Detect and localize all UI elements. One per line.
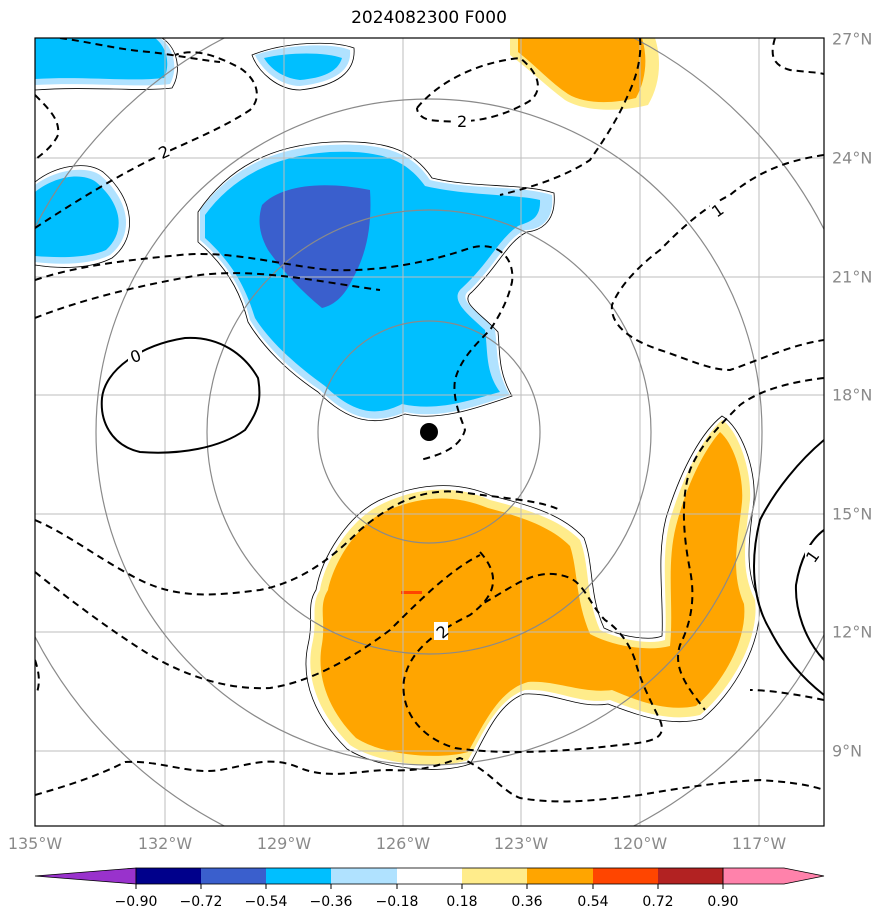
colorbar-swatch-2 xyxy=(201,868,266,884)
colorbar-swatch-9 xyxy=(658,868,723,884)
colorbar-swatch-7 xyxy=(527,868,593,884)
contour-solid-east-inner xyxy=(794,529,824,661)
contour-dashed-right-2 xyxy=(610,154,824,372)
lat-label-27n: 27°N xyxy=(832,29,873,49)
contour-dashed-left-lower xyxy=(35,272,381,319)
contour-label-two-top: 2 xyxy=(457,112,467,131)
plot-frame xyxy=(34,37,825,827)
storm-center-marker xyxy=(420,423,438,441)
colorbar-swatch-4 xyxy=(331,868,397,884)
colorbar-tick-7: 0.36 xyxy=(511,894,543,910)
positive-max-mark xyxy=(401,591,422,594)
dashed-contours xyxy=(35,38,824,803)
contour-dashed-left-upper xyxy=(35,51,258,229)
positive-north xyxy=(518,38,646,103)
colorbar-swatch-6 xyxy=(462,868,527,884)
contour-value-labels: 0 2 2 1 2 1 xyxy=(128,112,823,642)
contour-zero-closed xyxy=(100,336,261,454)
contour-dashed-right-3 xyxy=(677,377,824,711)
lon-label-132w: 132°W xyxy=(137,834,193,853)
outline-nw xyxy=(35,38,178,91)
colorbar-tick-4: −0.36 xyxy=(309,894,353,910)
colorbar-tick-10: 0.90 xyxy=(707,894,739,910)
colorbar-tick-6: 0.18 xyxy=(446,894,478,910)
colorbar-tick-2: −0.72 xyxy=(179,894,223,910)
negative-w xyxy=(35,176,119,258)
negative-anomaly-shading xyxy=(35,38,553,419)
lat-label-24n: 24°N xyxy=(832,148,873,168)
colorbar-tick-5: −0.18 xyxy=(375,894,419,910)
contour-dashed-right-4 xyxy=(749,689,824,701)
range-rings xyxy=(35,38,824,826)
contour-dashed-nw xyxy=(59,38,221,63)
outline-negative-main xyxy=(197,141,555,422)
colorbar-tick-8: 0.54 xyxy=(577,894,609,910)
map-title: 2024082300 F000 xyxy=(351,8,507,28)
lon-label-123w: 123°W xyxy=(493,834,549,853)
colorbar-swatch-8 xyxy=(593,868,658,884)
colorbar-tick-3: −0.54 xyxy=(244,894,288,910)
lon-label-129w: 129°W xyxy=(256,834,312,853)
solid-contours xyxy=(100,336,824,696)
colorbar-extend-right xyxy=(722,867,825,885)
range-ring-inner xyxy=(317,320,541,544)
colorbar xyxy=(34,867,825,889)
lat-label-15n: 15°N xyxy=(832,504,873,524)
lon-label-117w: 117°W xyxy=(731,834,787,853)
outline-w xyxy=(35,165,130,268)
contour-dashed-mid-left xyxy=(35,245,514,461)
colorbar-swatch-5 xyxy=(397,868,462,884)
contour-dashed-w-small xyxy=(35,94,60,161)
lon-label-135w: 135°W xyxy=(7,834,63,853)
colorbar-swatch-1 xyxy=(136,868,201,884)
contour-dashed-bottom-1 xyxy=(35,756,824,803)
contour-dashed-w-edge xyxy=(35,659,40,696)
outline-n xyxy=(251,42,355,91)
lat-label-18n: 18°N xyxy=(832,385,873,405)
range-ring-third xyxy=(95,98,763,766)
positive-anomaly-shading xyxy=(310,38,756,765)
contour-dashed-right-1 xyxy=(499,38,642,196)
contour-dashed-south-1 xyxy=(35,490,561,596)
lat-lon-grid xyxy=(35,38,824,826)
contour-dashed-nr xyxy=(771,38,824,75)
contour-dashed-south-2 xyxy=(35,554,481,690)
outline-positive-south xyxy=(305,415,760,770)
anomaly-outline-contours xyxy=(35,38,760,770)
lat-label-9n: 9°N xyxy=(832,741,863,761)
colorbar-extend-left xyxy=(34,867,137,885)
colorbar-tick-9: 0.72 xyxy=(642,894,674,910)
lat-label-12n: 12°N xyxy=(832,622,873,642)
colorbar-tick-1: −0.90 xyxy=(114,894,158,910)
colorbar-swatch-3 xyxy=(266,868,331,884)
range-ring-second xyxy=(206,209,652,655)
negative-nw xyxy=(35,38,168,80)
contour-solid-east-outer xyxy=(753,439,824,696)
lon-label-126w: 126°W xyxy=(375,834,431,853)
contour-dashed-top xyxy=(416,56,539,123)
lat-label-21n: 21°N xyxy=(832,267,873,287)
lon-label-120w: 120°W xyxy=(612,834,668,853)
contour-dashed-center-two xyxy=(402,551,663,753)
positive-south xyxy=(320,432,745,756)
